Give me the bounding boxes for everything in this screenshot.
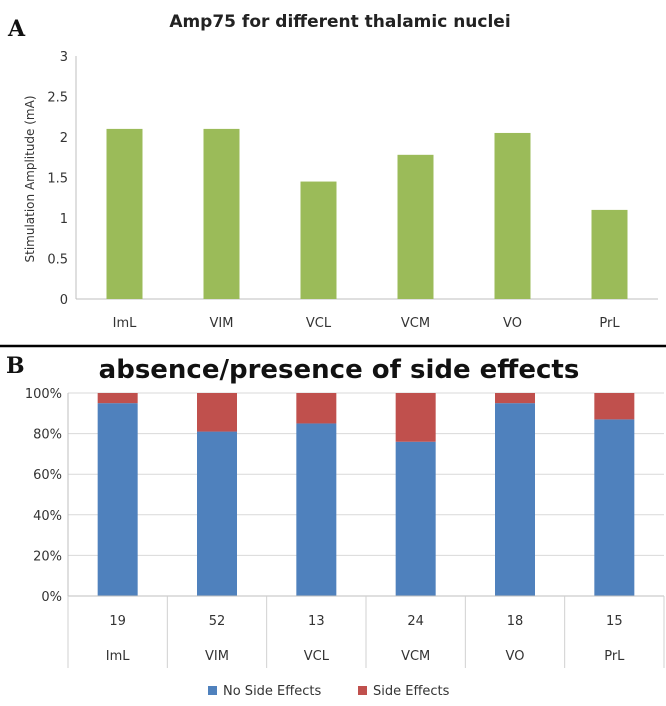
panel-b-y-tick-label: 80% — [33, 428, 62, 443]
panel-b-bar-vo-no-side-effects — [495, 403, 535, 596]
panel-b-y-tick-label: 60% — [33, 468, 62, 483]
panel-b-y-tick-label: 20% — [33, 549, 62, 564]
panel-b-x-tick-label: VO — [506, 649, 525, 664]
panel-a-y-tick-label: 0.5 — [47, 253, 68, 268]
panel-b-bar-vcm-side-effects — [395, 393, 436, 442]
panel-a-letter: A — [7, 16, 26, 42]
panel-a-y-tick-label: 0 — [60, 293, 68, 308]
panel-b-count-label: 52 — [209, 614, 226, 629]
panel-b-x-tick-label: VIM — [205, 649, 229, 664]
panel-b-bar-prl-no-side-effects — [594, 419, 635, 596]
legend-label-side-effects: Side Effects — [373, 684, 450, 699]
legend-swatch-no-side-effects — [208, 686, 217, 695]
panel-a-x-tick-label: VCM — [401, 316, 430, 331]
panel-a-bar-vim — [203, 128, 240, 299]
legend: No Side Effects Side Effects — [208, 684, 450, 699]
panel-b-bar-iml-no-side-effects — [97, 403, 138, 596]
panel-b: B absence/presence of side effects 0% 20%… — [6, 353, 665, 699]
panel-a-title: Amp75 for different thalamic nuclei — [169, 12, 510, 32]
panel-a: A Amp75 for different thalamic nuclei St… — [7, 12, 658, 331]
panel-b-bar-vo-side-effects — [495, 393, 535, 404]
panel-b-x-tick-label: ImL — [106, 649, 130, 664]
panel-b-bar-prl-side-effects — [594, 393, 635, 420]
legend-label-no-side-effects: No Side Effects — [223, 684, 321, 699]
panel-a-bar-vo — [494, 132, 531, 299]
panel-a-x-tick-label: VCL — [306, 316, 332, 331]
panel-b-bar-vim-side-effects — [197, 393, 237, 432]
panel-b-x-tick-label: VCM — [401, 649, 430, 664]
panel-a-bar-iml — [106, 128, 143, 299]
panel-b-count-label: 15 — [606, 614, 623, 629]
panel-b-bar-vcl-side-effects — [296, 393, 337, 424]
panel-b-y-tick-label: 100% — [25, 387, 62, 402]
panel-a-bar-prl — [591, 209, 628, 299]
panel-b-y-tick-label: 40% — [33, 509, 62, 524]
panel-b-count-label: 24 — [407, 614, 424, 629]
panel-a-bar-vcl — [300, 181, 337, 299]
panel-a-x-tick-label: VIM — [210, 316, 234, 331]
panel-a-y-tick-label: 2 — [60, 131, 68, 146]
panel-b-x-tick-label: VCL — [304, 649, 330, 664]
panel-b-count-label: 18 — [507, 614, 524, 629]
panel-b-y-tick-label: 0% — [41, 590, 62, 605]
panel-a-x-tick-label: PrL — [599, 316, 620, 331]
panel-b-letter: B — [6, 353, 25, 379]
panel-a-bar-vcm — [397, 154, 434, 299]
panel-b-x-tick-label: PrL — [604, 649, 625, 664]
panel-b-title: absence/presence of side effects — [99, 355, 580, 385]
panel-a-y-axis-label: Stimulation Amplitude (mA) — [23, 95, 37, 262]
panel-a-y-tick-label: 2.5 — [47, 91, 68, 106]
panel-b-bar-vim-no-side-effects — [197, 431, 237, 596]
legend-swatch-side-effects — [358, 686, 367, 695]
panel-a-x-tick-label: VO — [503, 316, 522, 331]
panel-b-bar-vcm-no-side-effects — [395, 441, 436, 596]
panel-b-bar-iml-side-effects — [97, 393, 138, 404]
panel-b-bar-vcl-no-side-effects — [296, 423, 337, 596]
panel-a-y-tick-label: 1.5 — [47, 172, 68, 187]
panel-a-y-tick-label: 3 — [60, 50, 68, 65]
panel-a-y-tick-label: 1 — [60, 212, 68, 227]
panel-b-count-label: 13 — [308, 614, 325, 629]
panel-a-x-tick-label: ImL — [113, 316, 137, 331]
panel-b-count-label: 19 — [109, 614, 126, 629]
